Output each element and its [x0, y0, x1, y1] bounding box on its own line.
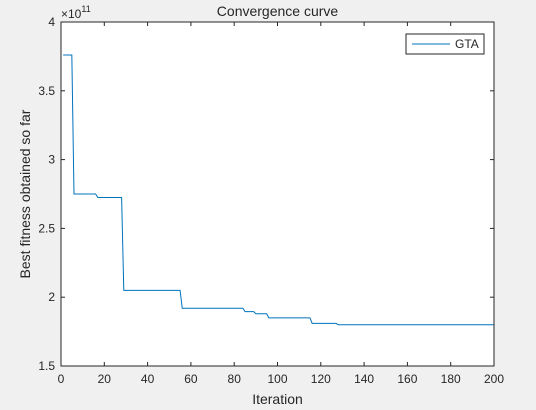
x-tick-label: 100	[267, 372, 287, 386]
series-layer	[63, 54, 494, 326]
x-tick-label: 60	[184, 372, 198, 386]
y-exponent-power: 11	[81, 4, 90, 14]
x-tick-label: 160	[397, 372, 417, 386]
legend: GTA	[405, 33, 485, 55]
y-tick-label: 2	[48, 290, 55, 304]
ticks-layer: 0 20 40 60 80 100 120 140 160 180 200 1.5 2 2.5 3 3.5 4	[38, 15, 504, 386]
y-axis-label: Best fitness obtained so far	[17, 109, 33, 278]
y-exponent-base: ×10	[61, 7, 82, 21]
x-axis-label: Iteration	[252, 391, 303, 407]
x-tick-label: 20	[98, 372, 112, 386]
y-tick-label: 3.5	[38, 84, 55, 98]
series-line-gta	[63, 54, 494, 326]
x-tick-label: 0	[58, 372, 65, 386]
legend-label-gta: GTA	[455, 37, 479, 51]
x-tick-label: 200	[484, 372, 504, 386]
y-tick-label: 4	[48, 15, 55, 29]
x-tick-label: 120	[311, 372, 331, 386]
y-tick-label: 3	[48, 153, 55, 167]
x-tick-label: 40	[141, 372, 155, 386]
x-tick-label: 140	[354, 372, 374, 386]
chart-title: Convergence curve	[217, 3, 339, 19]
x-tick-label: 80	[228, 372, 242, 386]
plot-area	[61, 22, 494, 366]
y-exponent-label: ×1011	[61, 4, 91, 21]
x-tick-label: 180	[441, 372, 461, 386]
y-tick-label: 2.5	[38, 221, 55, 235]
y-tick-label: 1.5	[38, 359, 55, 373]
